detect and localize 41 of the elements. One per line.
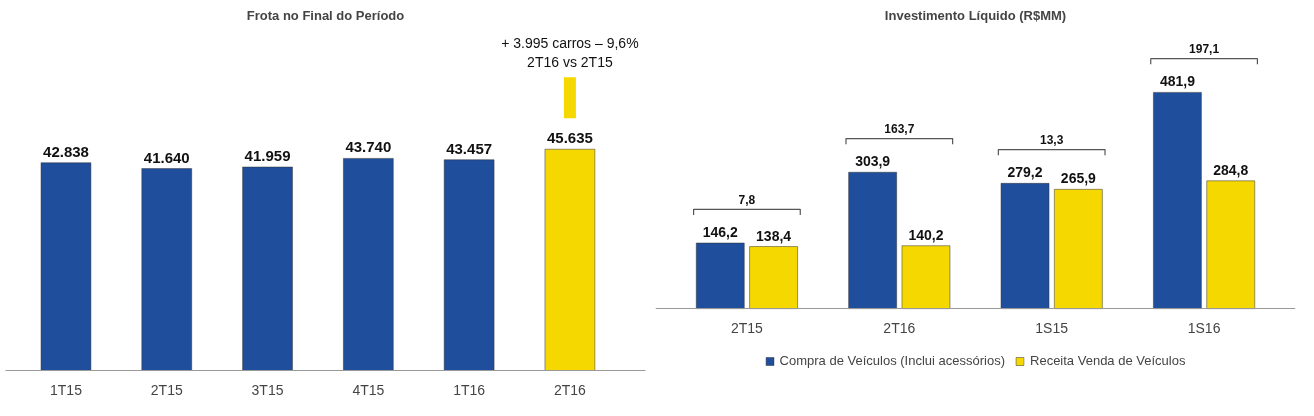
data-label: 279,2 <box>1007 164 1043 181</box>
x-tick-label: 2T16 <box>883 319 916 336</box>
bar <box>696 242 745 309</box>
annotation: 163,7 <box>884 121 915 136</box>
chart-title: Frota no Final do Período <box>246 7 405 23</box>
x-tick-label: 4T15 <box>352 381 385 398</box>
bar <box>901 245 951 309</box>
data-label: 140,2 <box>908 226 944 243</box>
data-label: 43.457 <box>446 139 493 157</box>
bar <box>1206 180 1255 309</box>
data-label: 43.740 <box>345 138 392 156</box>
x-tick-label: 2T15 <box>730 319 764 336</box>
bar <box>848 172 897 309</box>
annotation: 7,8 <box>738 192 756 207</box>
x-tick-label: 2T15 <box>150 381 183 398</box>
bar <box>1000 183 1050 309</box>
bar <box>1153 92 1202 309</box>
data-label: 284,8 <box>1213 161 1249 178</box>
bar <box>749 246 798 309</box>
data-label: 481,9 <box>1159 73 1196 90</box>
x-tick-label: 1T16 <box>453 381 486 398</box>
data-label: 303,9 <box>855 153 891 170</box>
data-label: 41.959 <box>244 147 291 165</box>
data-label: 42.838 <box>43 142 89 160</box>
data-label: 41.640 <box>143 148 190 166</box>
x-tick-label: 3T15 <box>251 381 284 398</box>
text: 197,1 <box>1189 42 1220 57</box>
data-label: 265,9 <box>1060 170 1097 187</box>
x-tick-label: 2T16 <box>553 381 587 398</box>
bar <box>1054 189 1103 309</box>
x-tick-label: 1S15 <box>1035 319 1069 336</box>
annotation: 13,3 <box>1040 132 1064 147</box>
data-label: 138,4 <box>756 227 792 244</box>
text: + 3.995 carros – 9,6% 2T16 vs 2T15 <box>501 35 639 71</box>
chart-title: Investimento Líquido (R$MM) <box>884 7 1067 23</box>
x-tick-label: 1S16 <box>1187 319 1221 336</box>
legend-label: Receita Venda de Veículos <box>1030 353 1186 368</box>
data-label: 45.635 <box>546 129 593 147</box>
legend-label: Compra de Veículos (Inclui acessórios) <box>779 353 1006 368</box>
data-label: 146,2 <box>702 224 738 241</box>
x-tick-label: 1T15 <box>50 381 83 398</box>
